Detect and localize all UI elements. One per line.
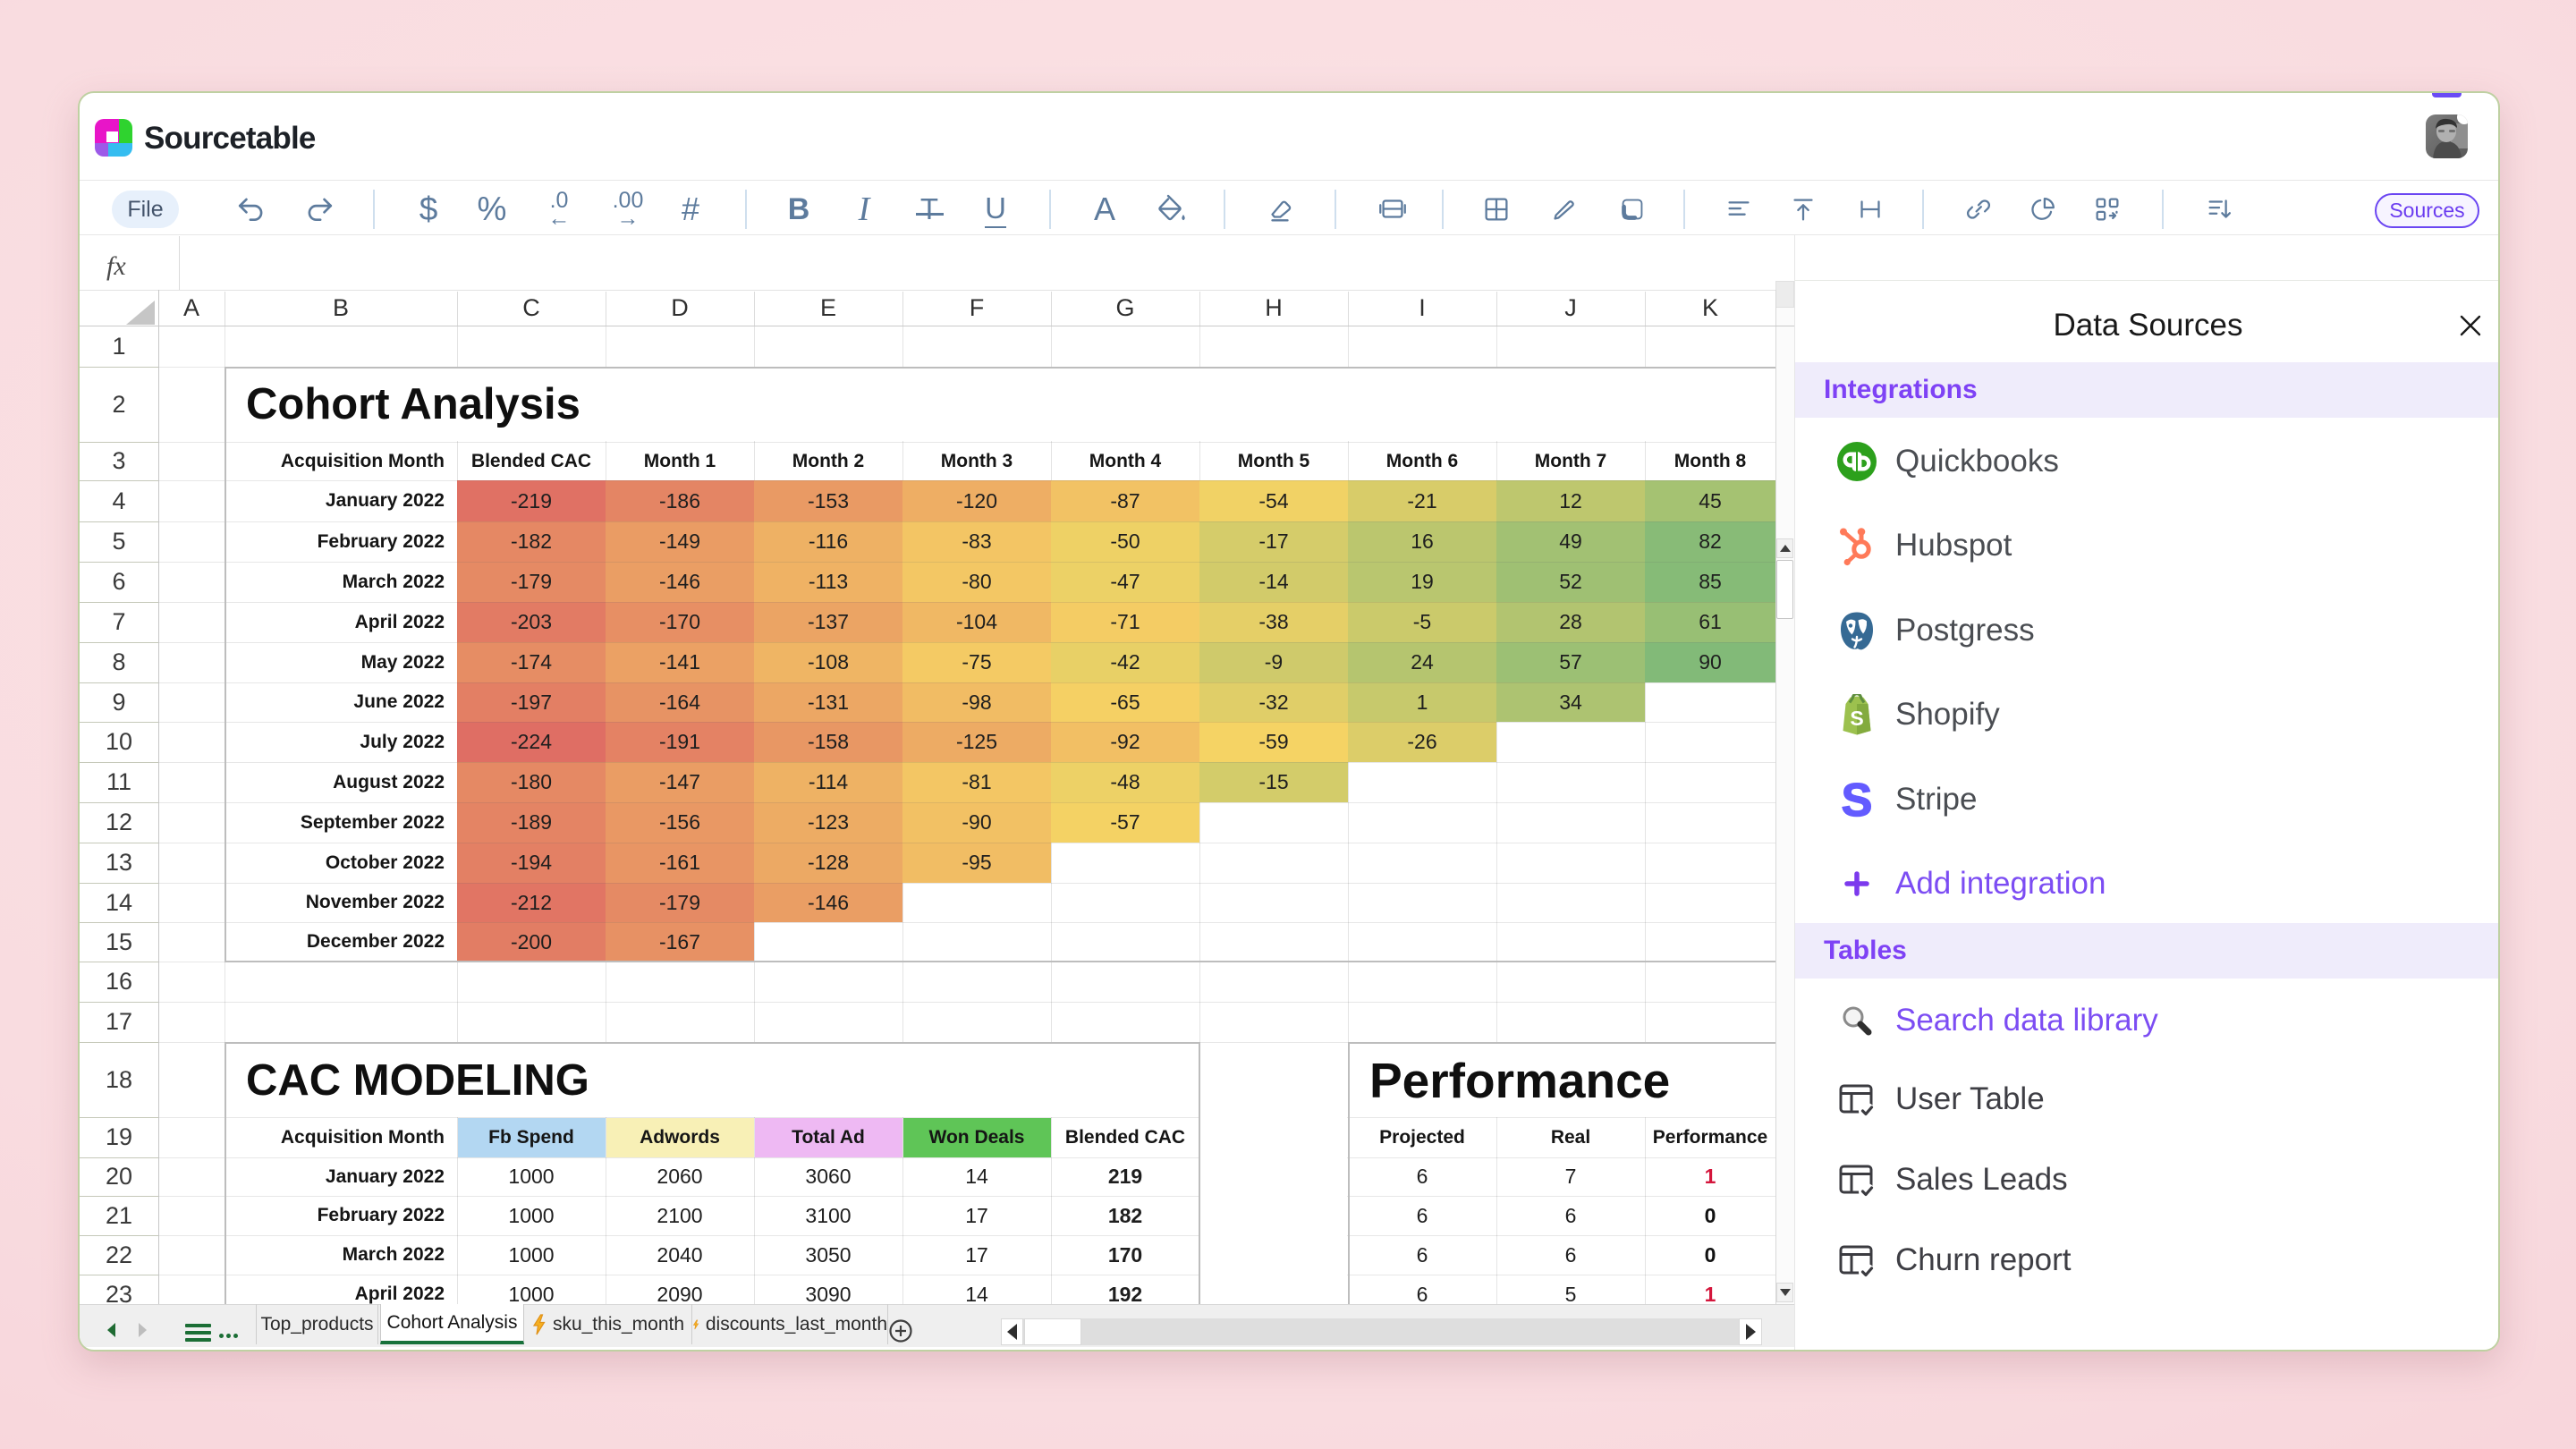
svg-text:S: S [1850,707,1863,730]
svg-text:S: S [1842,779,1873,820]
